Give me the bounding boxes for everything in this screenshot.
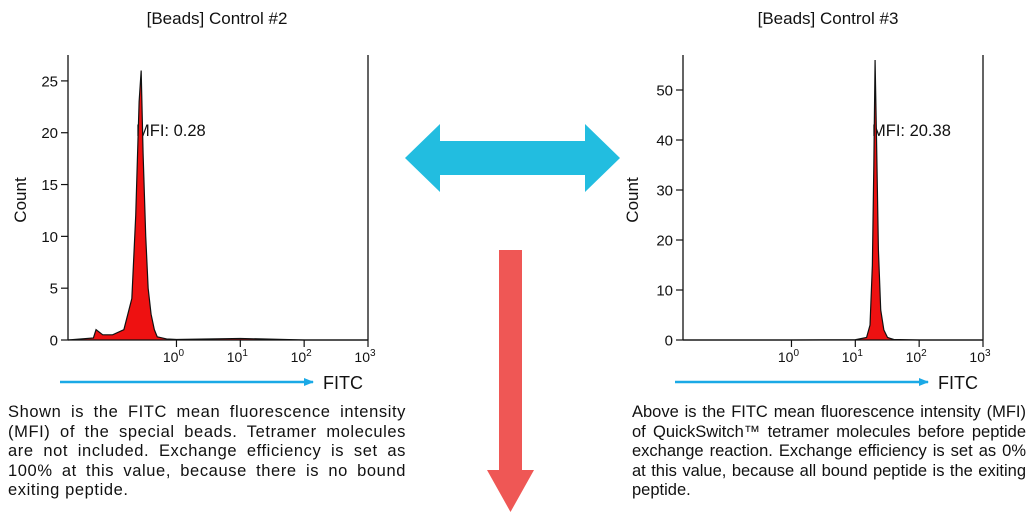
y-tick-label: 15: [41, 177, 58, 194]
y-tick-label: 0: [665, 333, 673, 350]
down-arrow: [487, 250, 534, 512]
x-tick-base: 10: [906, 349, 922, 365]
y-tick-label: 30: [656, 183, 673, 200]
histogram-layer: [683, 59, 983, 341]
histogram-layer: [67, 70, 368, 341]
x-tick-exponent: 3: [985, 348, 991, 359]
x-tick-label: 101: [842, 348, 864, 365]
x-axis-label: FITC: [938, 373, 978, 393]
x-tick-base: 10: [969, 349, 985, 365]
mfi-annotation: MFI: 0.28: [136, 122, 206, 140]
x-tick-label: 100: [778, 348, 800, 365]
y-tick-label: 10: [41, 229, 58, 246]
caption-left: Shown is the FITC mean fluorescence inte…: [8, 403, 406, 499]
histogram-fill: [683, 60, 983, 340]
y-tick-label: 5: [50, 281, 58, 298]
x-tick-label: 102: [291, 348, 313, 365]
x-tick-label: 101: [227, 348, 249, 365]
x-tick-base: 10: [291, 349, 307, 365]
mfi-annotation: MFI: 20.38: [872, 122, 951, 140]
x-tick-label: 100: [163, 348, 185, 365]
x-tick-base: 10: [354, 349, 370, 365]
histogram-panel-right: [Beads] Control #3 Count MFI: 20.38 0102…: [623, 9, 991, 393]
histogram-panel-left: [Beads] Control #2 Count MFI: 0.28 05101…: [11, 9, 376, 393]
chart-title: [Beads] Control #2: [147, 9, 288, 28]
x-tick-base: 10: [163, 349, 179, 365]
x-tick-exponent: 3: [370, 348, 376, 359]
y-axis-label: Count: [623, 177, 642, 223]
histogram-fill: [68, 70, 368, 341]
x-tick-base: 10: [227, 349, 243, 365]
x-tick-label: 102: [906, 348, 928, 365]
y-tick-label: 50: [656, 83, 673, 100]
x-tick-exponent: 2: [306, 348, 312, 359]
x-axis-label: FITC: [323, 373, 363, 393]
y-tick-label: 20: [656, 233, 673, 250]
x-tick-base: 10: [778, 349, 794, 365]
caption-right: Above is the FITC mean fluorescence inte…: [632, 403, 1026, 499]
x-tick-label: 103: [354, 348, 376, 365]
y-axis-label: Count: [11, 177, 30, 223]
x-tick-exponent: 2: [921, 348, 927, 359]
x-tick-exponent: 1: [242, 348, 248, 359]
y-tick-label: 25: [41, 73, 58, 90]
double-arrow: [405, 124, 620, 192]
x-tick-label: 103: [969, 348, 991, 365]
histogram-outline: [683, 59, 983, 341]
x-tick-exponent: 0: [178, 348, 184, 359]
x-tick-base: 10: [842, 349, 858, 365]
x-tick-exponent: 0: [793, 348, 799, 359]
histogram-outline: [67, 70, 368, 341]
y-tick-label: 40: [656, 133, 673, 150]
y-tick-label: 10: [656, 283, 673, 300]
chart-title: [Beads] Control #3: [758, 9, 899, 28]
x-tick-exponent: 1: [857, 348, 863, 359]
y-tick-label: 0: [50, 333, 58, 350]
y-tick-label: 20: [41, 125, 58, 142]
